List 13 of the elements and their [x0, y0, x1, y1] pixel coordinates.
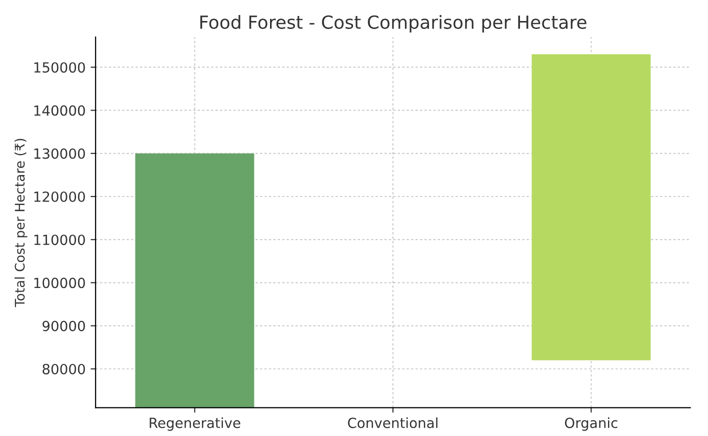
chart-title: Food Forest - Cost Comparison per Hectare — [200, 15, 586, 32]
x-tick-label: Organic — [564, 417, 618, 431]
y-tick-label: 100000 — [34, 278, 85, 288]
x-tick-label: Regenerative — [150, 417, 240, 431]
y-tick-label: 120000 — [34, 191, 85, 202]
y-tick-label: 130000 — [34, 148, 85, 159]
x-tick-label: Conventional — [348, 417, 438, 428]
y-tick-label: 80000 — [42, 364, 85, 374]
y-tick-label: 150000 — [34, 62, 85, 73]
y-axis-title: Total Cost per Hectare (₹) — [14, 138, 28, 308]
y-tick-label: 140000 — [34, 105, 85, 116]
y-tick-label: 90000 — [42, 320, 85, 332]
y-tick-label: 110000 — [34, 234, 85, 246]
